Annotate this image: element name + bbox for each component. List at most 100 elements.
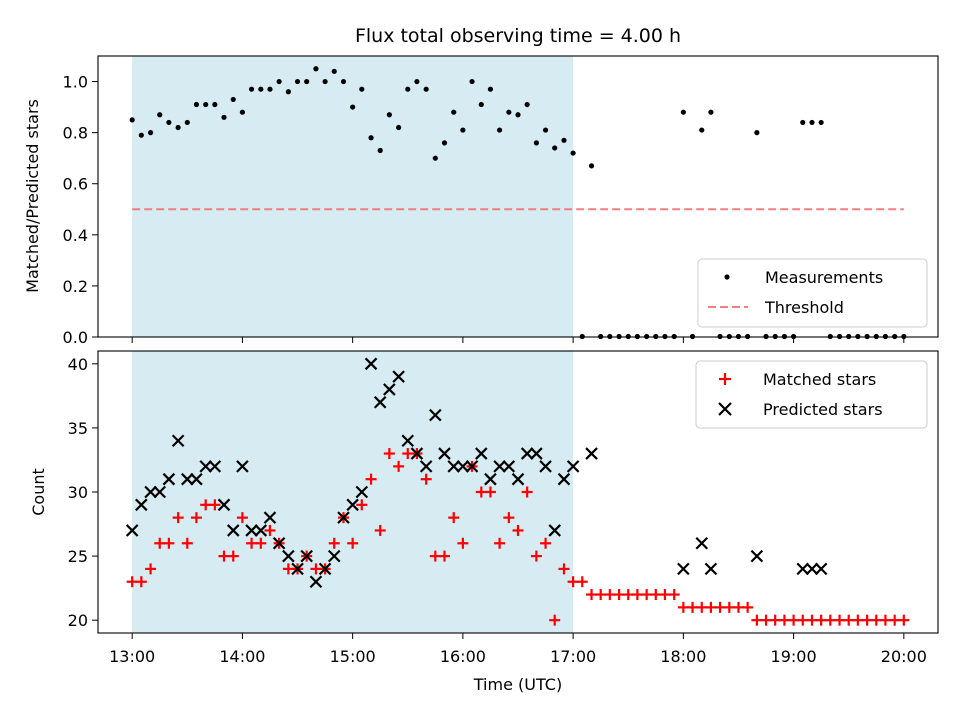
predicted-star-point	[695, 536, 709, 550]
matched-star-point	[190, 512, 202, 524]
matched-star-point	[898, 614, 910, 626]
matched-star-point	[236, 512, 248, 524]
measurement-point	[304, 78, 310, 85]
bottom-xtick-label: 16:00	[440, 647, 486, 666]
predicted-star-point	[144, 485, 157, 499]
measurement-point	[533, 140, 540, 146]
predicted-star-point	[226, 524, 240, 537]
matched-star-point	[181, 537, 193, 549]
measurement-point	[340, 78, 347, 85]
matched-star-point	[365, 473, 377, 485]
matched-star-point	[549, 614, 561, 626]
matched-star-point	[631, 589, 643, 601]
matched-star-point	[797, 614, 809, 626]
measurement-point	[193, 101, 200, 108]
top-ytick-label: 0.0	[63, 328, 88, 347]
bottom-xtick-label: 14:00	[219, 647, 265, 666]
matched-star-point	[264, 524, 276, 536]
predicted-star-point	[410, 447, 424, 460]
measurement-point	[561, 137, 567, 143]
predicted-star-point	[236, 460, 249, 473]
predicted-star-point	[125, 524, 139, 537]
predicted-star-point	[750, 549, 764, 563]
top-ytick-label: 0.6	[63, 175, 88, 194]
predicted-star-point	[208, 460, 222, 473]
predicted-star-point	[181, 472, 194, 486]
bottom-ytick-label: 30	[68, 483, 88, 502]
matched-star-point	[218, 550, 230, 562]
measurement-point	[800, 119, 806, 126]
predicted-star-point	[153, 485, 167, 499]
predicted-star-point	[217, 498, 231, 512]
predicted-star-point	[190, 472, 203, 486]
predicted-star-point	[135, 498, 148, 512]
matched-star-point	[448, 512, 460, 524]
measurement-point	[258, 86, 264, 92]
predicted-star-point	[291, 562, 304, 576]
matched-star-point	[852, 614, 864, 626]
matched-star-point	[769, 614, 781, 626]
measurement-point	[414, 78, 420, 85]
bottom-ytick-label: 35	[68, 419, 88, 438]
predicted-star-point	[557, 472, 571, 486]
matched-star-point	[668, 589, 680, 601]
top-y-ticks: 0.0 0.2 0.4 0.6 0.8 1.0	[63, 73, 98, 347]
bottom-x-ticks: 13:00 14:00 15:00 16:00 17:00 18:00 19:00 20:00	[109, 633, 927, 666]
measurement-point	[432, 155, 438, 161]
predicted-star-point	[539, 460, 552, 473]
measurement-point	[267, 86, 273, 92]
bottom-subplot: 20 25 30 35 40 13:00 14:00 15:00 16:00 17:00 18:0…	[29, 350, 939, 694]
measurement-point	[166, 119, 172, 126]
measurement-point	[276, 78, 282, 85]
measurement-point	[147, 130, 154, 136]
measurement-point	[331, 68, 337, 74]
predicted-star-point	[383, 383, 396, 396]
predicted-star-point	[337, 511, 350, 524]
measurement-point	[405, 86, 411, 92]
measurement-point	[359, 86, 365, 92]
top-ytick-label: 0.8	[63, 124, 88, 143]
matched-star-point	[659, 589, 671, 601]
measurement-point	[460, 127, 466, 133]
bottom-x-axis-label: Time (UTC)	[473, 675, 562, 694]
predicted-star-point	[677, 562, 690, 576]
bottom-xtick-label: 19:00	[771, 647, 817, 666]
measurement-point	[129, 117, 135, 123]
measurement-points	[129, 66, 907, 340]
top-y-axis-label: Matched/Predicted stars	[23, 99, 42, 293]
predicted-star-point	[511, 472, 525, 486]
measurement-point	[515, 112, 521, 118]
measurement-point	[680, 109, 686, 115]
predicted-star-point	[300, 549, 313, 563]
measurement-point	[184, 119, 190, 126]
predicted-star-point	[585, 447, 598, 460]
predicted-star-point	[475, 447, 488, 460]
predicted-star-point	[429, 408, 442, 422]
measurement-point	[239, 109, 246, 115]
predicted-star-point	[392, 370, 405, 383]
top-observing-window	[132, 56, 574, 337]
top-ytick-label: 1.0	[63, 73, 88, 92]
predicted-star-point	[447, 460, 461, 473]
predicted-star-point	[373, 395, 387, 409]
predicted-star-point	[566, 460, 580, 473]
measurement-point	[396, 124, 402, 131]
matched-star-point	[209, 499, 221, 511]
measurement-point	[809, 119, 815, 126]
legend-label-predicted-stars: Predicted stars	[763, 400, 883, 419]
measurement-point	[588, 163, 595, 169]
measurement-point	[542, 127, 549, 133]
legend-marker-measurements	[724, 274, 730, 280]
matched-star-point	[374, 524, 386, 536]
measurement-point	[175, 124, 181, 131]
measurement-point	[230, 96, 236, 103]
matched-star-point	[714, 601, 726, 613]
matched-star-point	[328, 537, 340, 549]
matched-star-point	[135, 576, 147, 588]
measurement-point	[469, 78, 475, 85]
predicted-star-point	[254, 524, 268, 537]
measurement-point	[212, 101, 218, 108]
predicted-star-point	[282, 549, 295, 563]
measurement-point	[441, 140, 448, 146]
bottom-xtick-label: 15:00	[330, 647, 376, 666]
